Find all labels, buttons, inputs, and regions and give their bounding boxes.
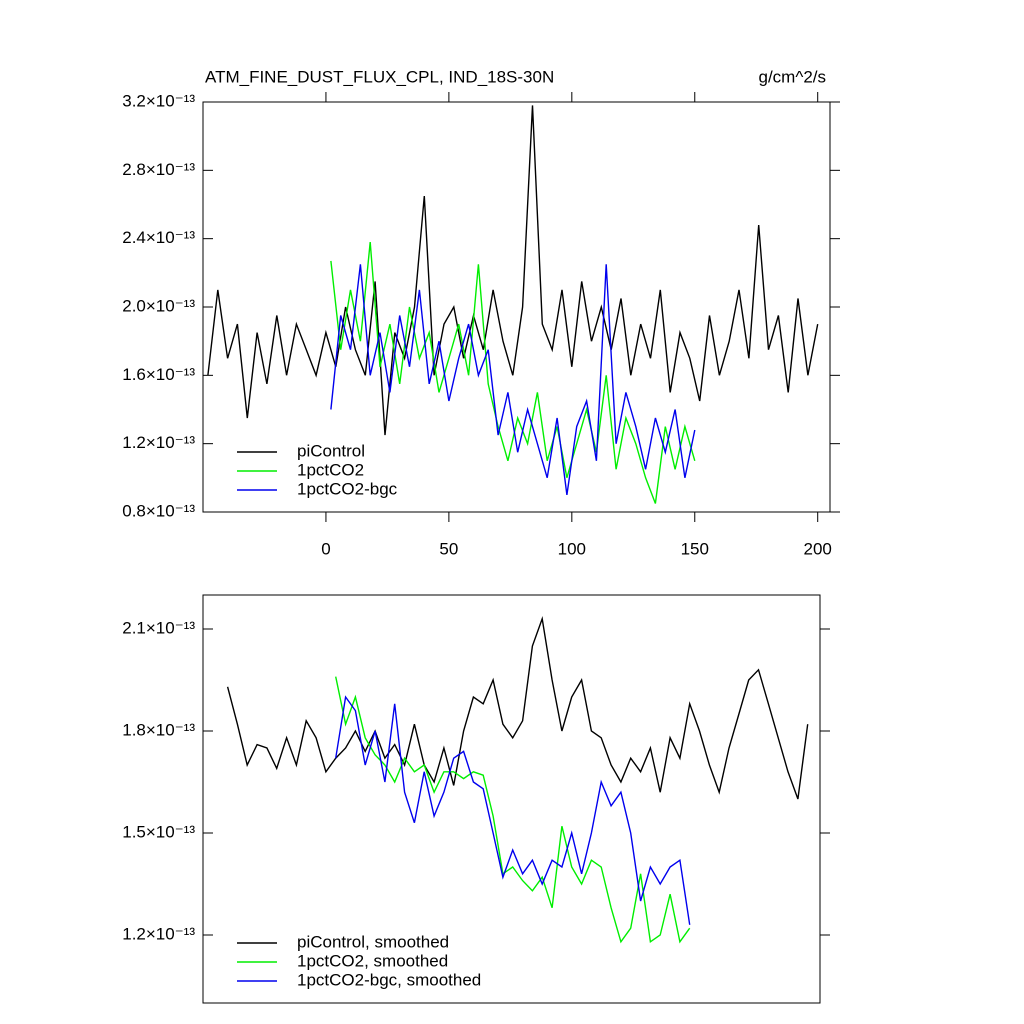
legend-label: 1pctCO2-bgc bbox=[297, 479, 398, 498]
data-line bbox=[335, 676, 691, 944]
y-tick-label: 0.8×10⁻¹³ bbox=[122, 501, 195, 520]
y-tick-label: 2.4×10⁻¹³ bbox=[122, 228, 195, 247]
plot-frame bbox=[202, 594, 821, 1004]
x-tick-label: 200 bbox=[804, 539, 832, 558]
legend-label: 1pctCO2-bgc, smoothed bbox=[297, 970, 481, 989]
x-tick-label: 150 bbox=[681, 539, 709, 558]
y-tick-label: 1.5×10⁻¹³ bbox=[122, 822, 195, 841]
units-label: g/cm^2/s bbox=[759, 67, 827, 86]
legend-label: piControl bbox=[297, 441, 365, 460]
data-line bbox=[226, 616, 809, 800]
x-tick-label: 50 bbox=[439, 539, 458, 558]
y-tick-label: 2.1×10⁻¹³ bbox=[122, 618, 195, 637]
data-line bbox=[335, 695, 691, 925]
x-tick-label: 100 bbox=[558, 539, 586, 558]
chart-title: ATM_FINE_DUST_FLUX_CPL, IND_18S-30N bbox=[205, 67, 554, 86]
y-tick-label: 1.2×10⁻¹³ bbox=[122, 433, 195, 452]
data-line bbox=[330, 242, 696, 504]
y-tick-label: 3.2×10⁻¹³ bbox=[122, 91, 195, 110]
legend-label: 1pctCO2, smoothed bbox=[297, 951, 448, 970]
legend-label: 1pctCO2 bbox=[297, 460, 364, 479]
y-tick-label: 2.0×10⁻¹³ bbox=[122, 296, 195, 315]
y-tick-label: 1.8×10⁻¹³ bbox=[122, 720, 195, 739]
y-tick-label: 1.2×10⁻¹³ bbox=[122, 924, 195, 943]
y-tick-label: 2.8×10⁻¹³ bbox=[122, 160, 195, 179]
x-tick-label: 0 bbox=[321, 539, 330, 558]
legend-label: piControl, smoothed bbox=[297, 932, 449, 951]
y-tick-label: 1.6×10⁻¹³ bbox=[122, 365, 195, 384]
data-line bbox=[330, 264, 696, 495]
data-line bbox=[207, 105, 819, 436]
